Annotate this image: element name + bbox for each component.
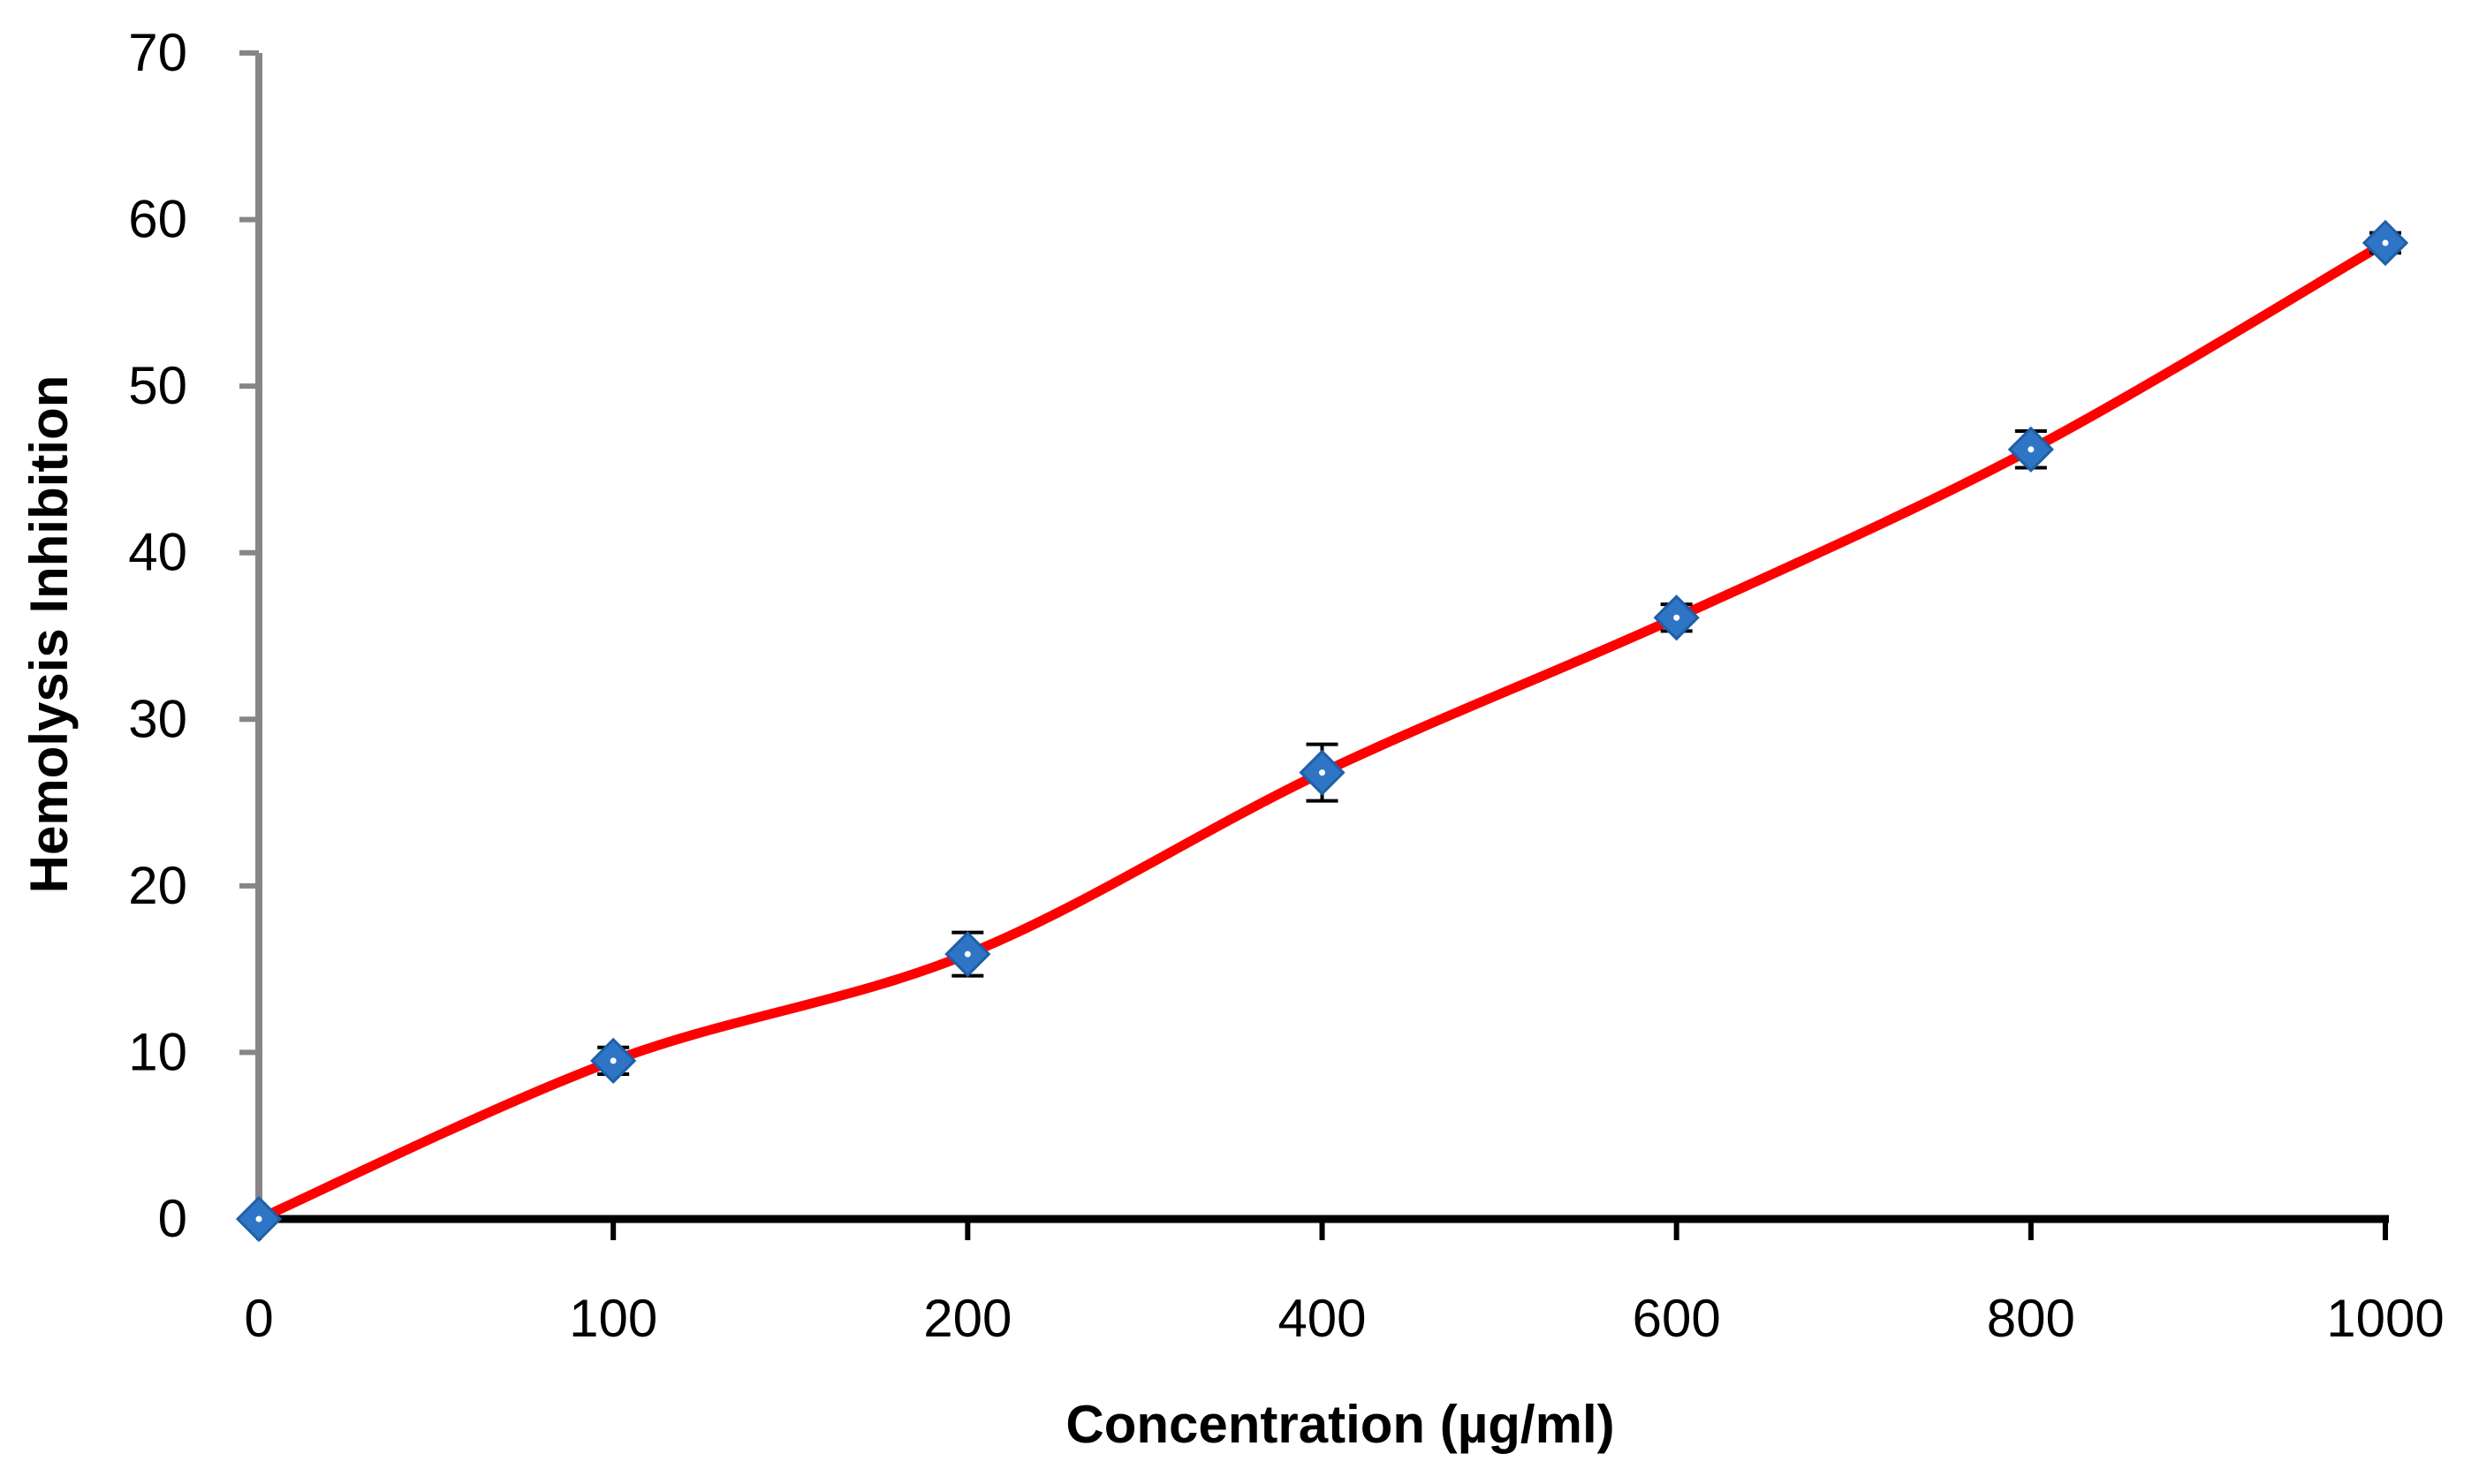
x-tick-label: 400 — [1277, 1289, 1366, 1348]
data-point-highlight — [610, 1057, 617, 1064]
data-point-highlight — [964, 950, 971, 958]
x-tick-label: 200 — [923, 1289, 1012, 1348]
y-tick-label: 70 — [128, 23, 187, 82]
x-tick-label: 800 — [1987, 1289, 2075, 1348]
data-point-highlight — [2028, 446, 2035, 453]
x-tick-labels: 0 100 200 400 600 800 1000 — [244, 1289, 2444, 1348]
y-tick-label: 30 — [128, 689, 187, 748]
error-bars — [597, 231, 2401, 1076]
y-tick-label: 20 — [128, 856, 187, 915]
y-tick-label: 10 — [128, 1022, 187, 1081]
x-tick-label: 1000 — [2326, 1289, 2444, 1348]
y-tick-label: 50 — [128, 356, 187, 415]
x-tick-label: 600 — [1633, 1289, 1721, 1348]
x-tick-label: 0 — [244, 1289, 273, 1348]
y-axis-title: Hemolysis Inhibition — [19, 375, 79, 894]
data-point-highlight — [2382, 239, 2389, 246]
x-axis-title: Concentration (µg/ml) — [1065, 1395, 1614, 1454]
y-axis-ticks — [239, 50, 259, 1222]
y-tick-label: 0 — [158, 1189, 187, 1248]
series-line — [254, 238, 2391, 1224]
x-tick-label: 100 — [569, 1289, 657, 1348]
data-point-highlight — [255, 1215, 262, 1223]
data-point-highlight — [1673, 614, 1680, 621]
y-tick-labels: 0 10 20 30 40 50 60 70 — [128, 23, 187, 1248]
data-point-highlight — [1319, 769, 1325, 776]
y-tick-label: 60 — [128, 190, 187, 249]
y-tick-label: 40 — [128, 523, 187, 582]
data-markers — [235, 219, 2409, 1243]
